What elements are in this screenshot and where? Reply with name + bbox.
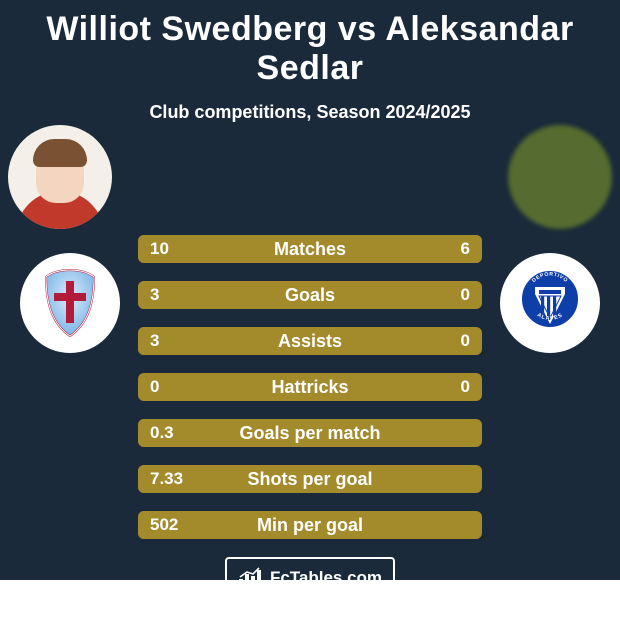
club-right-badge: DEPORTIVO ALAVES: [500, 253, 600, 353]
stat-value-right: 0: [461, 377, 470, 397]
stat-value-right: 6: [461, 239, 470, 259]
player-right-avatar: [508, 125, 612, 229]
stat-label: Goals per match: [239, 423, 380, 444]
stats-container: 10 6 Matches 3 0 Goals 3 0 Assists 0 0 Hattricks 0.3…: [138, 235, 482, 539]
stat-label: Assists: [278, 331, 342, 352]
stat-row: 0.3 Goals per match: [138, 419, 482, 447]
fctables-logo-icon: [238, 567, 264, 589]
stat-value-left: 3: [150, 331, 159, 351]
stat-value-left: 10: [150, 239, 169, 259]
comparison-card: Williot Swedberg vs Aleksandar Sedlar Cl…: [0, 0, 620, 580]
stat-row: 502 Min per goal: [138, 511, 482, 539]
stat-row: 10 6 Matches: [138, 235, 482, 263]
stat-value-right: 0: [461, 331, 470, 351]
stat-row: 3 0 Assists: [138, 327, 482, 355]
stat-label: Matches: [274, 239, 346, 260]
stat-value-left: 0.3: [150, 423, 174, 443]
player-left-hair: [33, 139, 87, 167]
player-left-avatar: [8, 125, 112, 229]
alaves-crest-icon: DEPORTIVO ALAVES: [519, 267, 581, 339]
stat-label: Hattricks: [271, 377, 348, 398]
stat-row: 7.33 Shots per goal: [138, 465, 482, 493]
date-text: 21 january 2025: [0, 617, 620, 639]
stat-value-left: 502: [150, 515, 178, 535]
page-title: Williot Swedberg vs Aleksandar Sedlar: [0, 10, 620, 88]
stat-label: Shots per goal: [247, 469, 372, 490]
club-left-badge: [20, 253, 120, 353]
stat-label: Goals: [285, 285, 335, 306]
stat-row: 0 0 Hattricks: [138, 373, 482, 401]
stat-value-left: 0: [150, 377, 159, 397]
celta-crest-icon: [39, 267, 101, 339]
subtitle: Club competitions, Season 2024/2025: [0, 102, 620, 123]
footer-brand: FcTables.com: [225, 557, 395, 599]
footer-brand-text: FcTables.com: [270, 568, 382, 588]
stat-row: 3 0 Goals: [138, 281, 482, 309]
stat-label: Min per goal: [257, 515, 363, 536]
stat-value-left: 3: [150, 285, 159, 305]
stat-value-left: 7.33: [150, 469, 183, 489]
stat-fill-left: [138, 281, 303, 309]
stat-value-right: 0: [461, 285, 470, 305]
